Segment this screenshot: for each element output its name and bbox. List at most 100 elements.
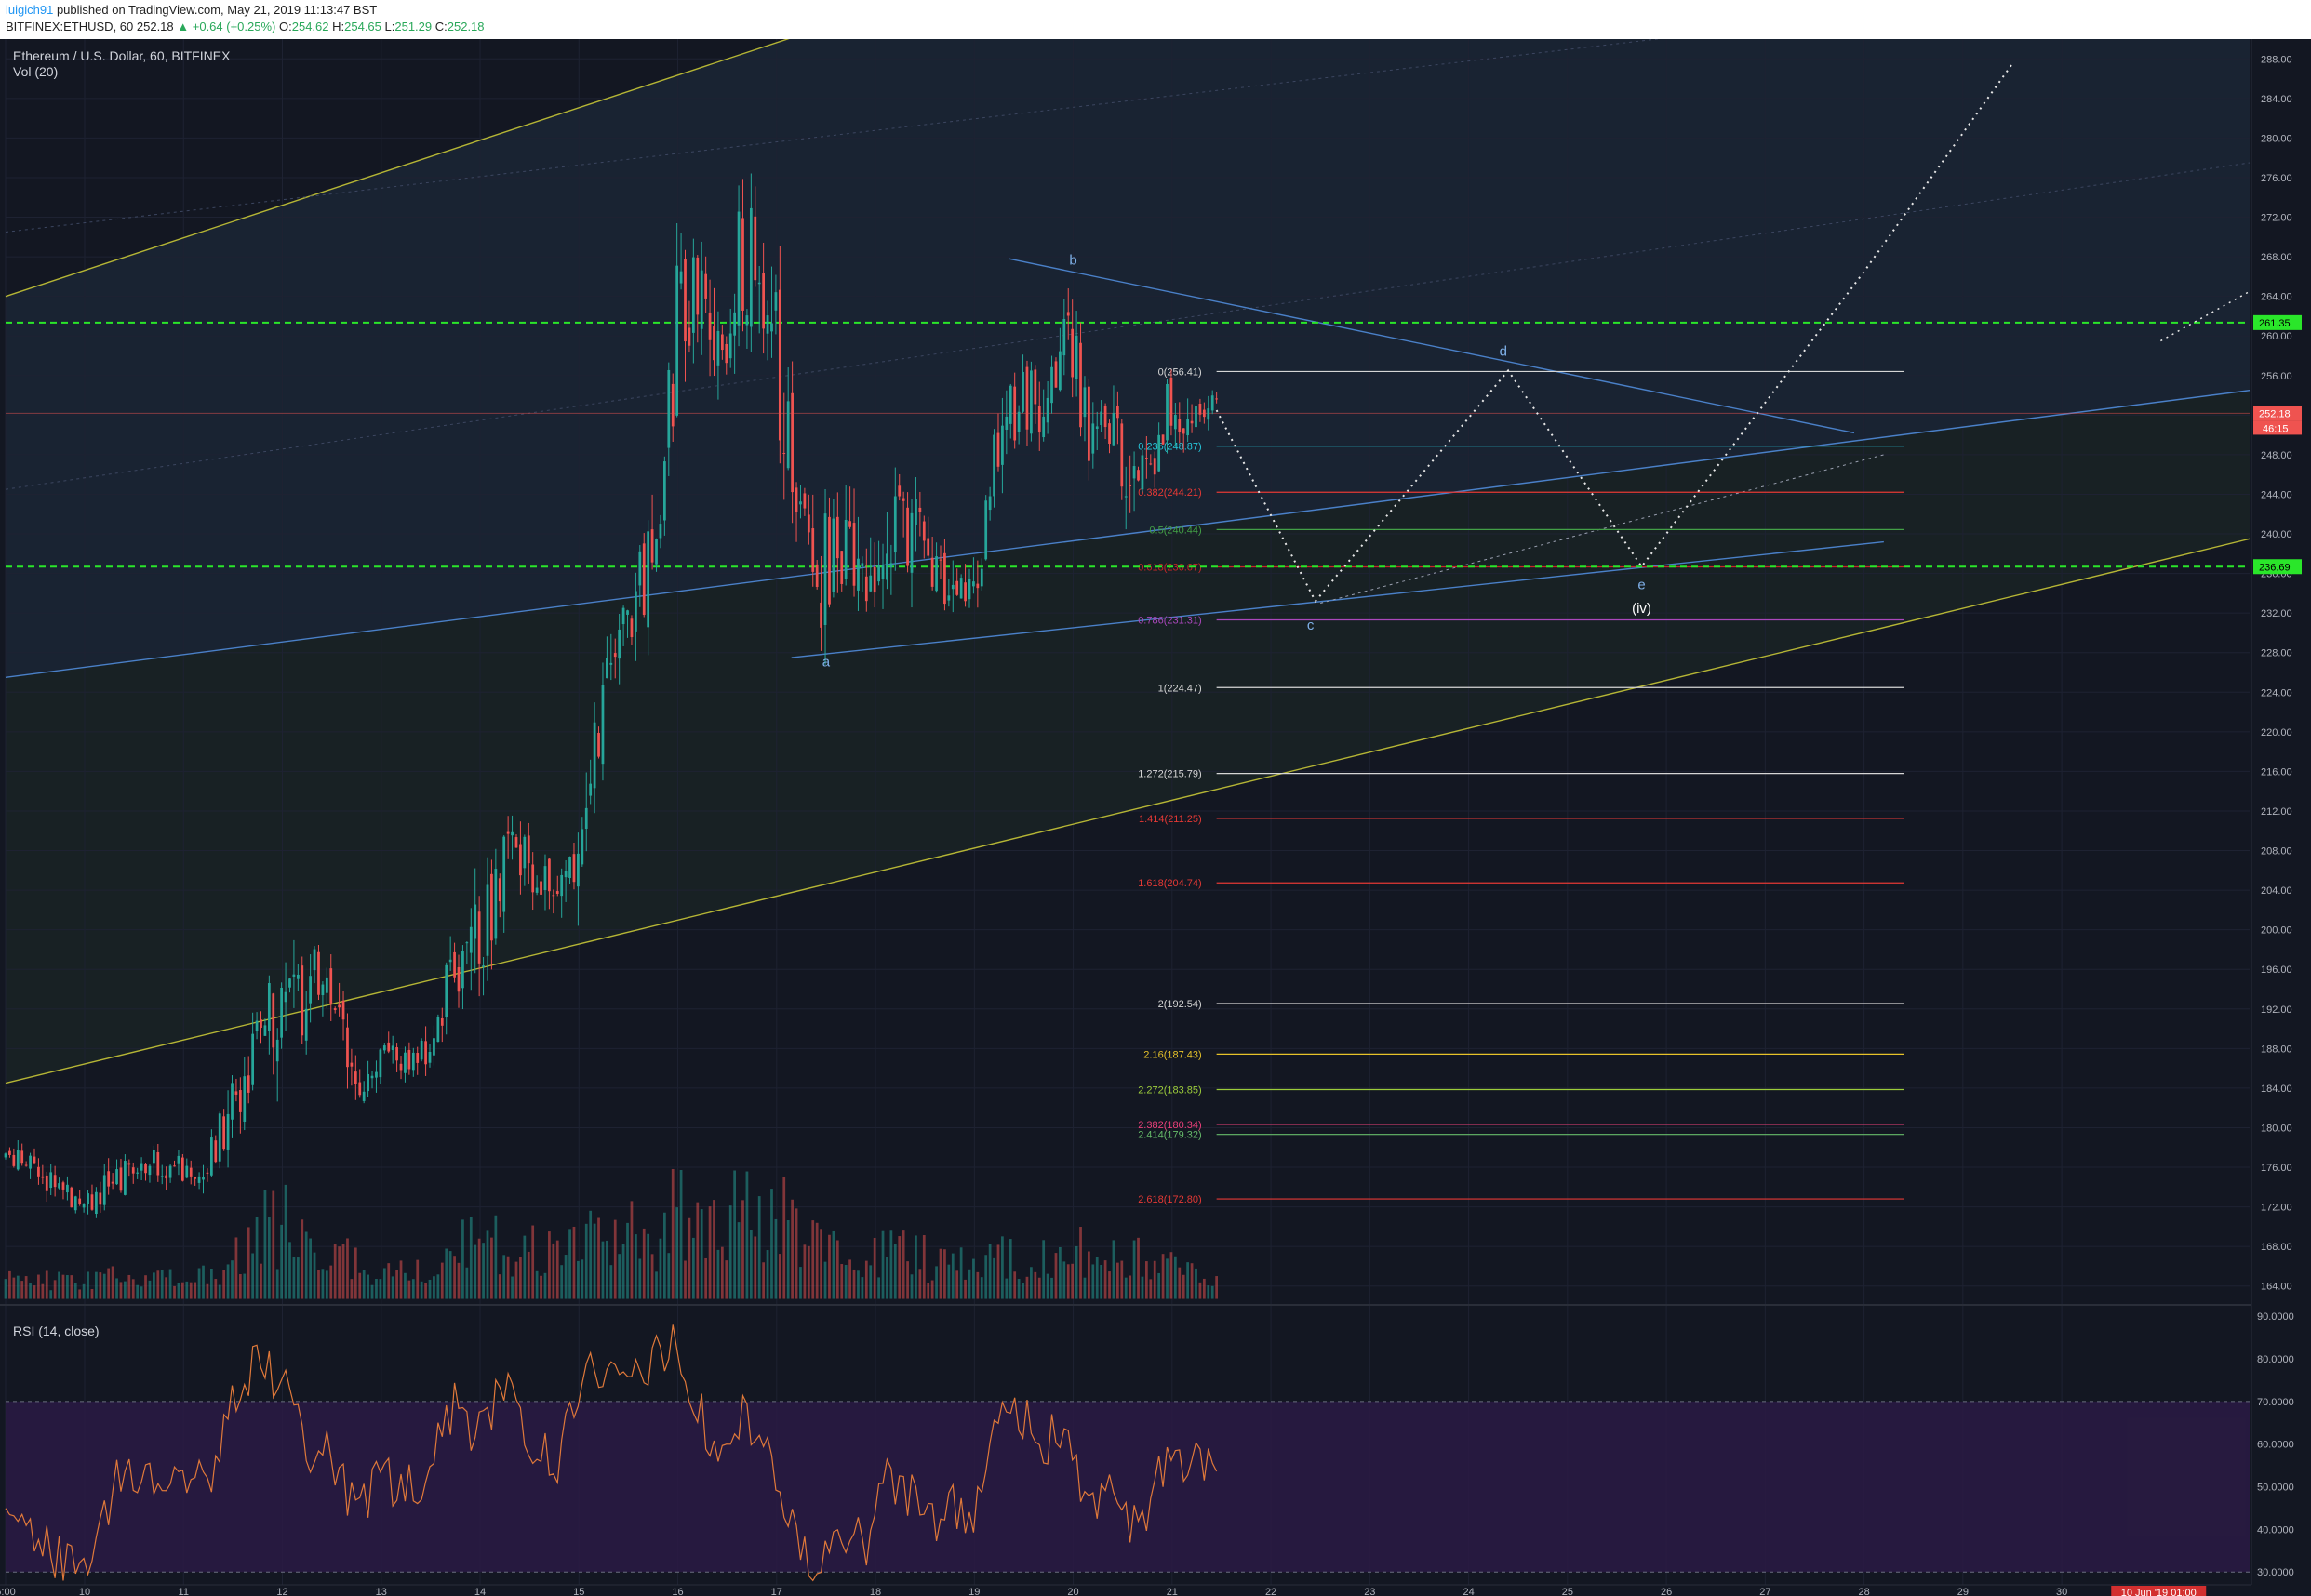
candle-body <box>12 1154 16 1166</box>
candle-body <box>288 978 291 988</box>
candle-body <box>4 1153 7 1158</box>
price-badge <box>2253 559 2302 575</box>
volume-bar <box>597 1217 600 1299</box>
close-label: C: <box>434 20 448 33</box>
candle-body <box>304 1008 308 1041</box>
volume-bar <box>218 1284 221 1299</box>
candle-body <box>696 257 700 315</box>
price-tick-label: 288.00 <box>2261 54 2292 65</box>
candle-body <box>815 564 819 587</box>
volume-bar <box>943 1249 946 1299</box>
candle-body <box>350 1062 354 1067</box>
low-label: L: <box>384 20 395 33</box>
volume-bar <box>1046 1273 1049 1299</box>
candle-body <box>642 543 646 616</box>
volume-bar <box>861 1277 864 1299</box>
candle-body <box>915 499 917 525</box>
candle-body <box>626 610 629 615</box>
candle-body <box>87 1193 89 1204</box>
candle-body <box>461 951 464 989</box>
time-tick-label: 30 <box>2056 1587 2067 1596</box>
candle-body <box>564 871 568 878</box>
volume-bar <box>102 1273 106 1299</box>
candle-body <box>659 524 662 539</box>
time-tick-label: 28 <box>1858 1587 1869 1596</box>
rsi-tick-label: 60.0000 <box>2257 1440 2294 1451</box>
candle-body <box>111 1181 114 1184</box>
candle-body <box>321 984 325 996</box>
candle-body <box>679 271 683 284</box>
volume-bar <box>893 1244 897 1299</box>
rsi-indicator-label: RSI (14, close) <box>13 1323 100 1338</box>
volume-bar <box>766 1250 769 1299</box>
candle-body <box>807 514 810 533</box>
candle-body <box>498 878 501 902</box>
time-tick-label: 15 <box>573 1587 584 1596</box>
author-link[interactable]: luigich91 <box>6 3 54 17</box>
candle-body <box>993 434 995 497</box>
candle-body <box>16 1150 20 1170</box>
time-tick-label: 10 <box>79 1587 90 1596</box>
volume-bar <box>87 1271 89 1299</box>
chart-title: Ethereum / U.S. Dollar, 60, BITFINEX <box>13 48 231 63</box>
candle-body <box>189 1167 193 1177</box>
candle-body <box>153 1150 155 1164</box>
candle-body <box>519 844 522 876</box>
candle-body <box>1108 423 1111 445</box>
candle-body <box>955 580 959 595</box>
volume-bar <box>1034 1271 1037 1299</box>
fib-level-label: 2.16(187.43) <box>1143 1049 1201 1060</box>
volume-bar <box>560 1265 564 1299</box>
volume-bar <box>490 1237 493 1299</box>
candle-body <box>440 1017 444 1026</box>
candle-body <box>662 461 666 521</box>
candle-body <box>852 523 856 586</box>
time-tick-label: 14 <box>474 1587 486 1596</box>
volume-bar <box>844 1264 848 1299</box>
price-chart[interactable]: 0(256.41) 0.236(248.87) 0.382(244.21) 0.5(2… <box>0 39 2311 1596</box>
candle-body <box>1059 351 1062 391</box>
candle-body <box>514 837 518 848</box>
volume-bar <box>1215 1276 1219 1299</box>
candle-body <box>1088 386 1090 461</box>
candle-body <box>811 528 815 572</box>
volume-bar <box>333 1244 337 1299</box>
candle-body <box>684 259 687 342</box>
candle-body <box>889 563 893 568</box>
candle-body <box>280 987 284 1038</box>
candle-body <box>1046 397 1049 423</box>
volume-bar <box>930 1280 934 1299</box>
price-tick-label: 188.00 <box>2261 1044 2292 1055</box>
candle-body <box>647 531 650 628</box>
candle-body <box>309 976 312 1004</box>
time-tick-label: 12 <box>276 1587 287 1596</box>
price-tick-label: 228.00 <box>2261 648 2292 659</box>
volume-bar <box>461 1219 464 1299</box>
candle-body <box>861 563 864 567</box>
candle-body <box>1062 318 1066 356</box>
candle-body <box>774 292 778 311</box>
candle-body <box>1001 425 1004 465</box>
candle-body <box>939 559 942 561</box>
publish-header: luigich91 published on TradingView.com, … <box>0 0 2311 39</box>
volume-bar <box>1132 1240 1136 1299</box>
candle-body <box>1132 466 1136 479</box>
candle-body <box>791 392 794 493</box>
candle-body <box>1050 366 1053 404</box>
volume-bar <box>313 1252 316 1299</box>
time-tick-label: 22 <box>1265 1587 1276 1596</box>
volume-bar <box>214 1279 218 1299</box>
volume-bar <box>238 1274 242 1299</box>
candle-body <box>688 327 691 346</box>
candle-body <box>102 1175 106 1205</box>
volume-bar <box>317 1270 320 1299</box>
candle-body <box>53 1175 57 1188</box>
volume-bar <box>1120 1260 1124 1299</box>
volume-bar <box>531 1225 535 1299</box>
volume-bar <box>1037 1277 1041 1299</box>
time-tick-label: 25 <box>1562 1587 1573 1596</box>
volume-bar <box>523 1235 527 1299</box>
upper-channel-fill <box>6 39 2250 678</box>
volume-bar <box>704 1257 708 1299</box>
rsi-tick-label: 50.0000 <box>2257 1483 2294 1494</box>
